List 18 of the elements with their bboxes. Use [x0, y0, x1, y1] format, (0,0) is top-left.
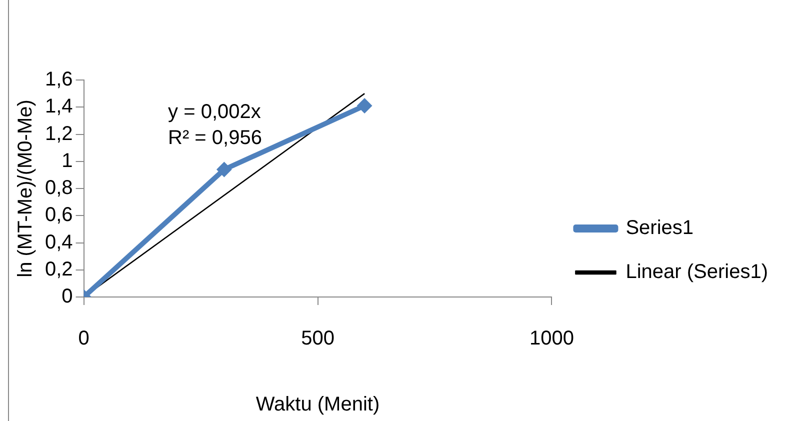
legend-label: Series1 — [626, 217, 694, 240]
x-tick-label: 500 — [301, 328, 334, 350]
legend-label: Linear (Series1) — [626, 261, 768, 284]
y-tick-label: 1,6 — [44, 68, 73, 91]
y-tick-label: 1,2 — [44, 122, 73, 145]
y-tick-label: 0,8 — [44, 177, 73, 200]
y-tick-label: 0,4 — [44, 231, 73, 254]
x-axis-title: Waktu (Menit) — [256, 394, 380, 416]
annotation: y = 0,002x — [168, 101, 261, 124]
y-tick-label: 1 — [62, 150, 73, 172]
y-tick-label: 0,6 — [44, 204, 73, 226]
y-tick-label: 1,4 — [44, 96, 73, 118]
x-tick-label: 1000 — [529, 328, 574, 350]
y-tick-label: 0,2 — [44, 258, 73, 280]
y-tick-label: 0 — [62, 286, 73, 308]
annotation: R² = 0,956 — [168, 127, 262, 150]
y-axis-title: ln (MT-Me)/(M0-Me) — [14, 100, 37, 278]
x-tick-label: 0 — [78, 328, 90, 350]
